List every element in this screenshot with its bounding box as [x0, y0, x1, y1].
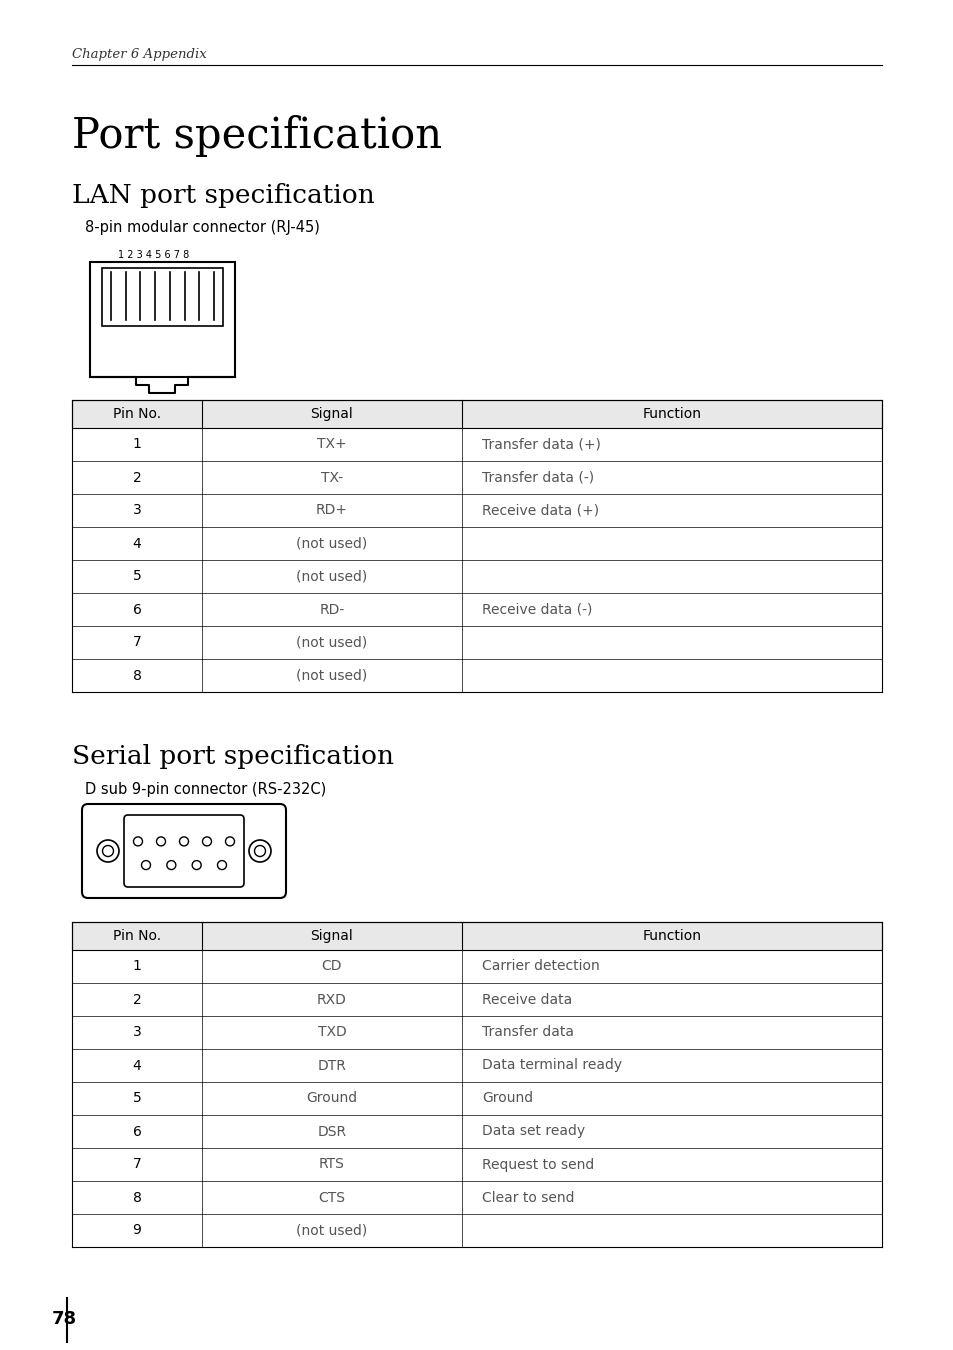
Text: Signal: Signal: [311, 929, 353, 944]
Text: Pin No.: Pin No.: [112, 406, 161, 421]
Text: Receive data: Receive data: [481, 992, 572, 1007]
Text: RD-: RD-: [319, 602, 344, 617]
Text: Receive data (+): Receive data (+): [481, 504, 598, 517]
Text: 7: 7: [132, 636, 141, 649]
Text: 8: 8: [132, 1191, 141, 1204]
Text: CD: CD: [321, 960, 342, 973]
Text: Receive data (-): Receive data (-): [481, 602, 592, 617]
Text: TX+: TX+: [316, 437, 347, 451]
Text: 1: 1: [132, 437, 141, 451]
Text: RTS: RTS: [318, 1157, 345, 1172]
Text: 3: 3: [132, 1026, 141, 1040]
Text: 2: 2: [132, 471, 141, 485]
Text: Request to send: Request to send: [481, 1157, 594, 1172]
Text: 2: 2: [132, 992, 141, 1007]
Text: DSR: DSR: [317, 1125, 346, 1138]
Text: Function: Function: [641, 929, 700, 944]
Text: 8-pin modular connector (RJ-45): 8-pin modular connector (RJ-45): [85, 220, 319, 235]
Text: Port specification: Port specification: [71, 115, 441, 157]
Text: LAN port specification: LAN port specification: [71, 184, 375, 208]
Text: Pin No.: Pin No.: [112, 929, 161, 944]
Text: TXD: TXD: [317, 1026, 346, 1040]
Text: (not used): (not used): [296, 636, 367, 649]
Text: (not used): (not used): [296, 536, 367, 551]
Text: 5: 5: [132, 570, 141, 583]
Text: Transfer data: Transfer data: [481, 1026, 574, 1040]
Text: RXD: RXD: [316, 992, 347, 1007]
Text: 5: 5: [132, 1092, 141, 1106]
Text: Transfer data (-): Transfer data (-): [481, 471, 594, 485]
Text: 8: 8: [132, 668, 141, 683]
Text: Transfer data (+): Transfer data (+): [481, 437, 600, 451]
Text: 1: 1: [132, 960, 141, 973]
Text: (not used): (not used): [296, 570, 367, 583]
Text: (not used): (not used): [296, 668, 367, 683]
Bar: [71, 922, 882, 950]
Text: Serial port specification: Serial port specification: [71, 744, 394, 769]
Text: Chapter 6 Appendix: Chapter 6 Appendix: [71, 49, 207, 61]
Text: Ground: Ground: [481, 1092, 533, 1106]
Text: 6: 6: [132, 602, 141, 617]
Text: 7: 7: [132, 1157, 141, 1172]
Text: CTS: CTS: [318, 1191, 345, 1204]
Text: RD+: RD+: [315, 504, 348, 517]
Text: D sub 9-pin connector (RS-232C): D sub 9-pin connector (RS-232C): [85, 782, 326, 796]
Text: TX-: TX-: [320, 471, 343, 485]
Text: 3: 3: [132, 504, 141, 517]
Text: 78: 78: [52, 1310, 77, 1328]
Bar: [71, 400, 882, 428]
Text: Ground: Ground: [306, 1092, 357, 1106]
Text: 4: 4: [132, 1058, 141, 1072]
Text: Carrier detection: Carrier detection: [481, 960, 599, 973]
Text: Data terminal ready: Data terminal ready: [481, 1058, 621, 1072]
Text: 9: 9: [132, 1223, 141, 1238]
Text: (not used): (not used): [296, 1223, 367, 1238]
Text: Data set ready: Data set ready: [481, 1125, 584, 1138]
Text: Signal: Signal: [311, 406, 353, 421]
Text: 6: 6: [132, 1125, 141, 1138]
Text: Function: Function: [641, 406, 700, 421]
Text: 4: 4: [132, 536, 141, 551]
Text: Clear to send: Clear to send: [481, 1191, 574, 1204]
Text: DTR: DTR: [317, 1058, 346, 1072]
Text: 1 2 3 4 5 6 7 8: 1 2 3 4 5 6 7 8: [118, 250, 189, 261]
